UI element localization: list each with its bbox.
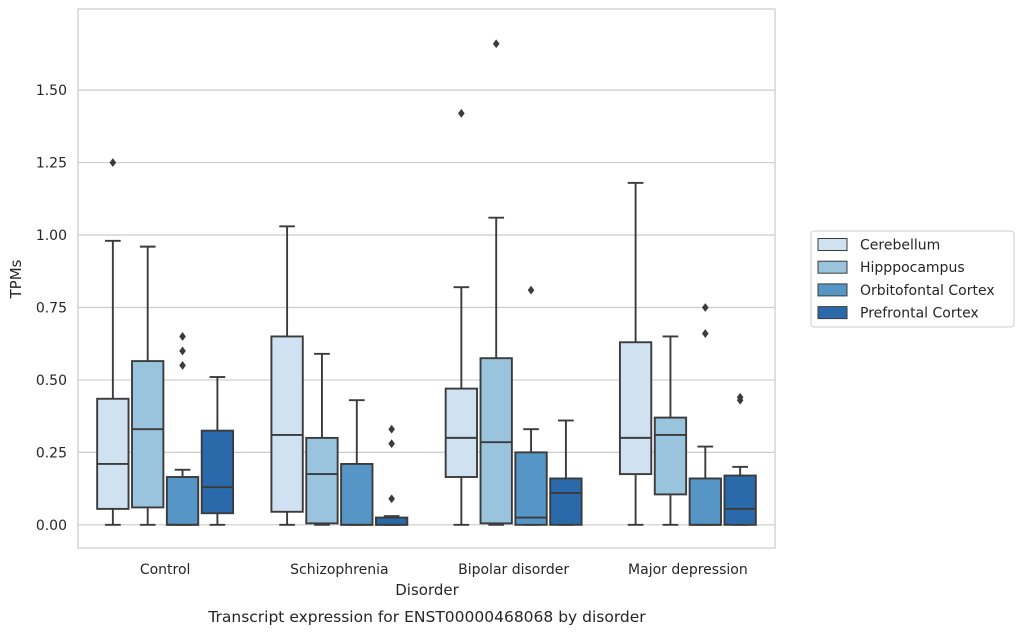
y-tick-label: 0.75	[36, 300, 67, 316]
box-orbitofontal-cortex-control	[165, 332, 200, 526]
x-axis-label: Disorder	[395, 581, 459, 599]
box-orbitofontal-cortex-bipolar-disorder	[514, 285, 548, 526]
box-hipppocampus-schizophrenia	[305, 352, 339, 526]
box-iqr	[131, 360, 165, 509]
outlier-point	[388, 494, 395, 504]
x-tick-label: Bipolar disorder	[458, 562, 569, 578]
legend-item-hipppocampus: Hipppocampus	[817, 260, 965, 276]
x-tick-label: Major depression	[628, 562, 748, 578]
chart-caption: Transcript expression for ENST0000046806…	[207, 608, 646, 626]
outlier-point	[458, 108, 465, 118]
outlier-point	[179, 332, 186, 341]
box-iqr	[653, 416, 688, 496]
box-iqr	[305, 436, 339, 525]
box-iqr	[270, 335, 304, 513]
box-prefrontal-cortex-bipolar-disorder	[549, 419, 583, 526]
box-layer	[96, 39, 757, 526]
plot-frame	[77, 8, 776, 549]
outlier-point	[527, 285, 535, 295]
outlier-point	[388, 424, 395, 434]
legend-label: Hipppocampus	[860, 260, 965, 276]
box-hipppocampus-control	[131, 245, 165, 526]
x-tick-labels: Control Schizophrenia Bipolar disorder Majo…	[140, 562, 748, 578]
legend-label: Prefrontal Cortex	[860, 306, 979, 322]
outlier-point	[388, 439, 395, 449]
outlier-point	[736, 392, 744, 402]
y-tick-label: 0.25	[36, 445, 67, 461]
legend-swatch	[817, 283, 848, 297]
outlier-point	[702, 329, 709, 338]
box-hipppocampus-major-depression	[653, 335, 688, 526]
box-iqr	[96, 397, 130, 510]
y-tick-label: 0.00	[36, 518, 67, 534]
box-iqr	[200, 429, 235, 515]
box-iqr	[618, 341, 653, 476]
box-orbitofontal-cortex-major-depression	[688, 303, 722, 526]
x-tick-label: Control	[140, 562, 191, 578]
y-tick-label: 1.25	[36, 156, 67, 172]
y-axis-label: TPMs	[7, 259, 25, 299]
box-iqr	[549, 477, 583, 526]
box-prefrontal-cortex-major-depression	[723, 392, 757, 526]
box-prefrontal-cortex-schizophrenia	[375, 424, 409, 526]
y-tick-label: 1.50	[36, 83, 67, 99]
legend-swatch	[817, 238, 848, 251]
outlier-point	[179, 361, 186, 370]
box-hipppocampus-bipolar-disorder	[479, 39, 513, 526]
legend-item-cerebellum: Cerebellum	[817, 238, 940, 254]
outlier-point	[492, 39, 500, 49]
legend: Cerebellum Hipppocampus Orbitofontal Corte…	[810, 230, 1015, 328]
box-iqr	[444, 387, 478, 478]
box-iqr	[165, 476, 200, 526]
legend-label: Cerebellum	[860, 238, 940, 254]
y-tick-label: 0.50	[36, 373, 67, 389]
outlier-point	[179, 346, 186, 356]
legend-swatch	[817, 260, 848, 274]
y-tick-labels: 0.00 0.25 0.50 0.75 1.00 1.25 1.50	[36, 83, 67, 534]
box-iqr	[375, 516, 409, 526]
box-cerebellum-control	[96, 158, 130, 526]
legend-item-prefrontal-cortex: Prefrontal Cortex	[817, 306, 979, 322]
box-orbitofontal-cortex-schizophrenia	[340, 399, 374, 526]
legend-swatch	[817, 306, 848, 320]
outlier-point	[702, 303, 709, 312]
box-iqr	[479, 357, 513, 525]
legend-label: Orbitofontal Cortex	[860, 283, 995, 299]
box-iqr	[514, 451, 548, 526]
box-iqr	[340, 463, 374, 526]
box-cerebellum-major-depression	[618, 181, 653, 526]
outlier-point	[109, 158, 117, 167]
box-cerebellum-bipolar-disorder	[444, 108, 478, 526]
legend-frame	[810, 230, 1015, 328]
legend-item-orbitofontal-cortex: Orbitofontal Cortex	[817, 283, 995, 299]
box-iqr	[723, 474, 757, 526]
box-cerebellum-schizophrenia	[270, 225, 304, 526]
box-iqr	[688, 477, 722, 526]
x-tick-label: Schizophrenia	[290, 562, 388, 578]
y-tick-label: 1.00	[36, 228, 67, 244]
box-prefrontal-cortex-control	[200, 376, 235, 526]
